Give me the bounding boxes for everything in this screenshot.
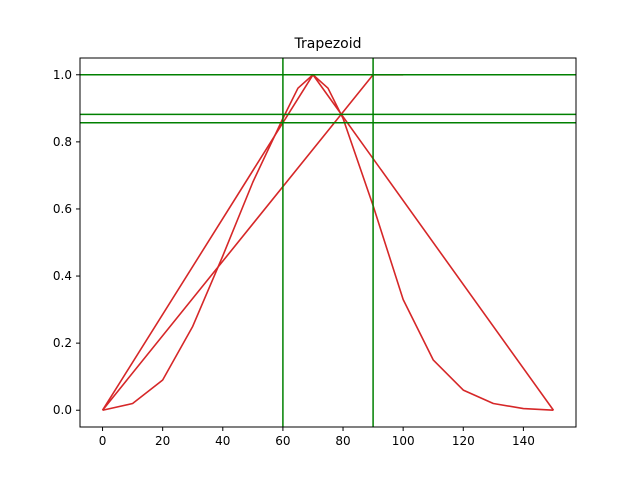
x-tick-label: 80: [335, 434, 350, 448]
y-tick-label: 0.8: [53, 135, 72, 149]
x-tick-label: 120: [452, 434, 475, 448]
series-line-2: [102, 73, 554, 412]
y-tick-label: 0.4: [53, 269, 72, 283]
y-tick-label: 0.0: [53, 403, 72, 417]
axes-frame: [79, 57, 577, 428]
y-tick-label: 1.0: [53, 68, 72, 82]
x-tick-label: 40: [215, 434, 230, 448]
plot-area: 0 20 40 60 80 100 120 140 0.0 0.2 0.4 0.6 0.8 1.0: [53, 57, 577, 448]
chart-title: Trapezoid: [293, 36, 361, 52]
y-tick-label: 0.6: [53, 202, 72, 216]
x-tick-label: 0: [99, 434, 107, 448]
x-tick-label: 100: [392, 434, 415, 448]
x-tick-label: 140: [512, 434, 535, 448]
y-tick-label: 0.2: [53, 336, 72, 350]
x-tick-label: 20: [155, 434, 170, 448]
x-tick-label: 60: [275, 434, 290, 448]
